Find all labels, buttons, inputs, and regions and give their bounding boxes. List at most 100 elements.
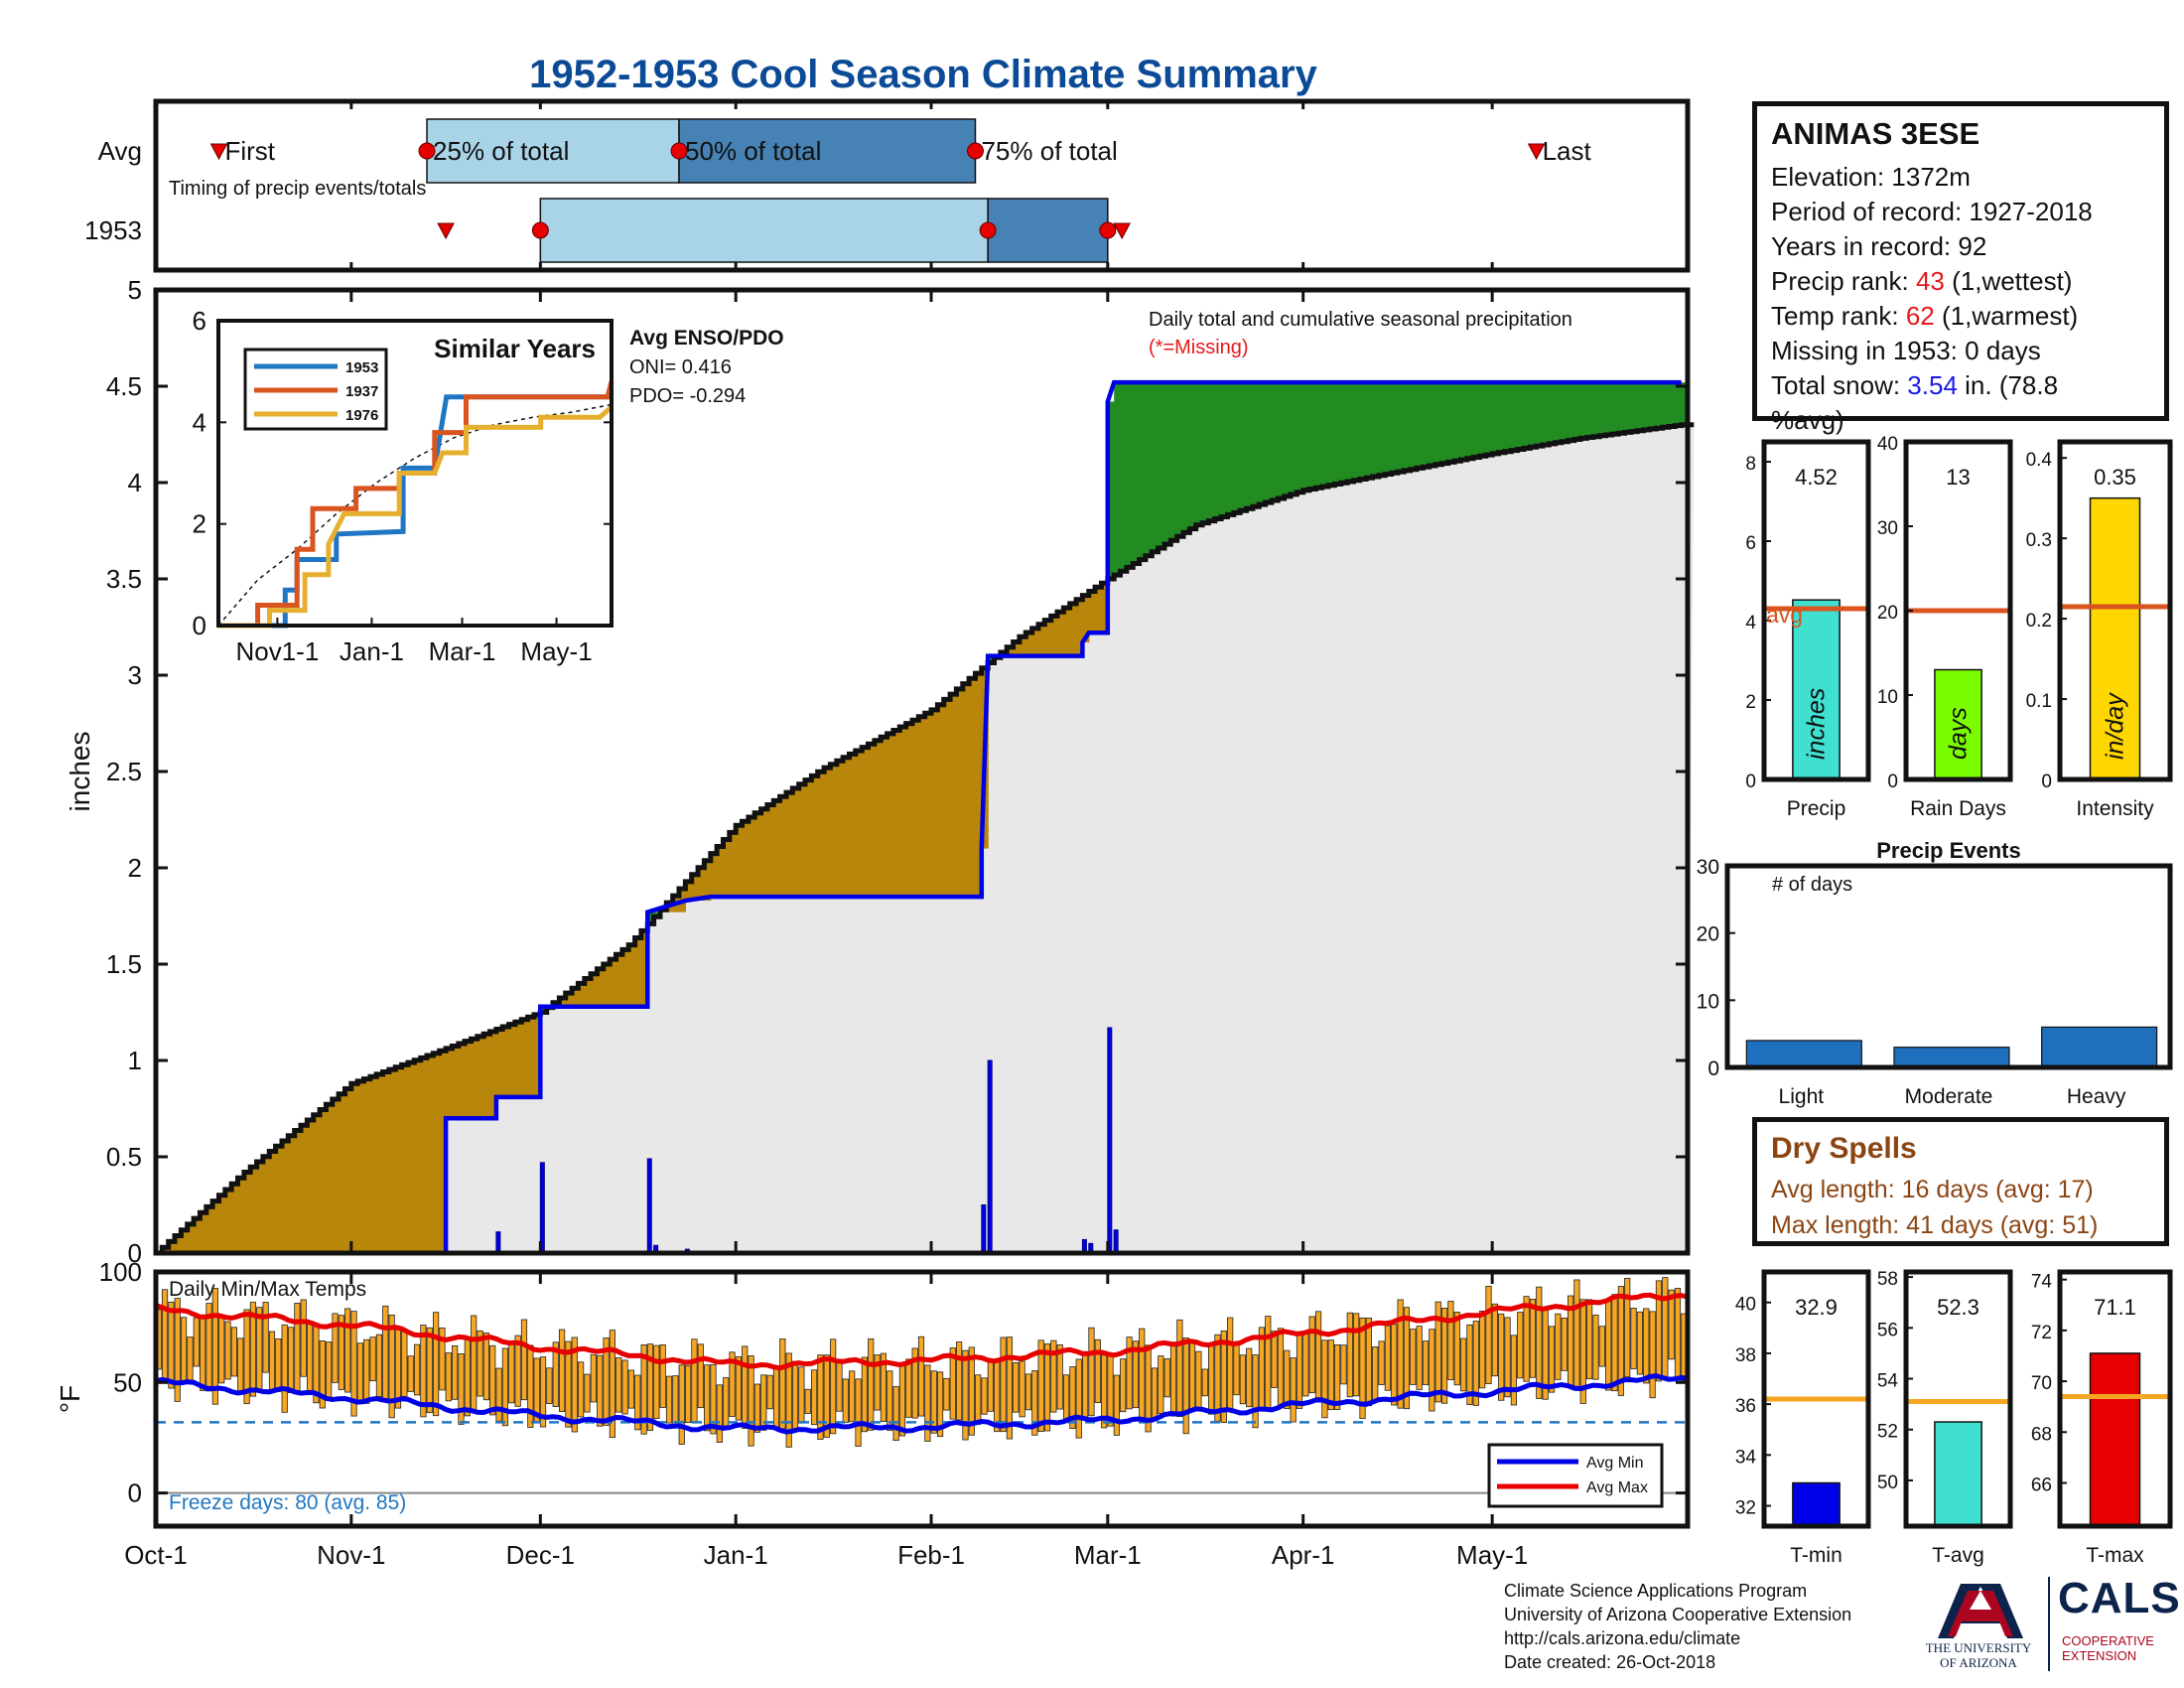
events-category-label: Moderate: [1905, 1085, 1993, 1108]
temps-daily-bar: [836, 1360, 843, 1412]
temps-daily-bar: [584, 1373, 591, 1413]
freeze-days-text: Freeze days: 80 (avg. 85): [169, 1491, 406, 1514]
temps-daily-bar: [464, 1338, 471, 1417]
timing-1953-q25-marker: [531, 221, 549, 239]
temps-daily-bar: [495, 1367, 502, 1422]
timing-avg-first-marker: [209, 143, 228, 161]
precip-1953-cumulative-line: [156, 379, 1682, 1256]
stat-y-tick-label: 38: [1735, 1345, 1756, 1366]
timing-label-q50: 50% of total: [685, 136, 821, 166]
temps-daily-bar: [1579, 1299, 1586, 1404]
stat-value-label: 4.52: [1795, 465, 1838, 490]
temps-daily-bar: [1284, 1349, 1291, 1409]
temps-daily-bar: [482, 1333, 489, 1401]
stat-frame: [1761, 1269, 1871, 1529]
temps-daily-bar: [1082, 1354, 1089, 1418]
temps-daily-bar: [1447, 1301, 1454, 1380]
stat-value-label: 0.35: [2094, 465, 2136, 490]
temps-daily-bar: [300, 1299, 307, 1377]
stat-bar-rain-days: [1934, 668, 1982, 780]
temps-daily-bar: [1416, 1326, 1423, 1390]
events-title: Precip Events: [1876, 838, 2021, 863]
timing-frame: [153, 98, 1691, 273]
temps-daily-bar: [1498, 1313, 1505, 1401]
temps-daily-bar: [1460, 1337, 1467, 1392]
temps-daily-bar: [968, 1346, 975, 1436]
temps-daily-bar: [842, 1378, 849, 1423]
stat-bar-precip: [1792, 599, 1841, 780]
coop-line-2: EXTENSION: [2062, 1648, 2137, 1663]
temps-daily-bar: [375, 1334, 383, 1397]
precip-deficit-area: [162, 583, 1109, 1253]
stat-y-tick-label: 56: [1877, 1320, 1898, 1340]
x-axis-month-label: Feb-1: [897, 1540, 965, 1570]
precip-y-tick-label: 0: [128, 1238, 142, 1268]
station-missing: Missing in 1953: 0 days: [1771, 336, 2041, 365]
temps-avg-max-line: [155, 1292, 1689, 1371]
temps-daily-bar: [1586, 1299, 1593, 1380]
stat-frame: [1761, 439, 1871, 782]
temps-daily-bar: [1346, 1312, 1353, 1398]
precip-rank-value: 43: [1915, 266, 1945, 296]
temps-daily-bar: [1617, 1286, 1624, 1396]
enso-oni: ONI= 0.416: [629, 356, 732, 378]
precip-missing-note: (*=Missing): [1149, 337, 1249, 358]
timing-label-q75: 75% of total: [981, 136, 1117, 166]
temps-daily-bar: [691, 1338, 698, 1424]
precip-events-panel: Light Moderate Heavy 0 10 20 30 Precip Events # …: [1697, 838, 2173, 1108]
stat-y-tick-label: 0.2: [2026, 611, 2052, 632]
temps-daily-bar: [1043, 1342, 1051, 1432]
temps-daily-bar: [874, 1354, 881, 1411]
temps-daily-bar: [653, 1344, 660, 1419]
temps-daily-bar: [1182, 1337, 1189, 1435]
temps-daily-bar: [1031, 1370, 1038, 1436]
stat-y-tick-label: 0: [1887, 772, 1898, 792]
temps-daily-bar: [924, 1364, 931, 1442]
temps-daily-bar: [665, 1375, 673, 1424]
temps-daily-bar: [766, 1374, 773, 1410]
temps-daily-bar: [1050, 1339, 1057, 1413]
timing-1953-bar-q50-q75: [987, 198, 1109, 263]
temps-daily-bar: [1504, 1317, 1511, 1398]
temps-daily-bar: [514, 1335, 521, 1407]
temps-daily-bar: [1466, 1324, 1473, 1405]
dry-avg-length: Avg length: 16 days (avg: 17): [1771, 1176, 2094, 1203]
temps-daily-bar: [306, 1323, 314, 1394]
temps-daily-bar: [420, 1325, 427, 1418]
temps-panel: 0 50 100 Oct-1 Nov-1 Dec-1 Jan-1 Feb-1 Mar-1 Apr-…: [55, 1257, 1691, 1570]
station-info-box: ANIMAS 3ESE Elevation: 1372m Period of r…: [1752, 101, 2169, 435]
temps-daily-bar: [1334, 1343, 1341, 1410]
temps-daily-bar: [363, 1338, 370, 1404]
x-axis-month-label: Dec-1: [506, 1540, 575, 1570]
temps-daily-bar: [578, 1361, 585, 1418]
dry-spells-title: Dry Spells: [1771, 1132, 1917, 1165]
temps-daily-bar: [1265, 1316, 1272, 1410]
similar-legend-label-1953: 1953: [345, 359, 378, 376]
temps-daily-bar: [659, 1343, 666, 1408]
temps-daily-bar: [1188, 1340, 1196, 1411]
x-axis-month-label: Mar-1: [1074, 1540, 1142, 1570]
temps-daily-bar: [1624, 1277, 1631, 1378]
precip-daily-bar: [987, 1059, 993, 1254]
precip-surplus-area: [540, 382, 1689, 1013]
similar-x-tick-label: Nov1-1: [235, 636, 319, 666]
temps-daily-bar: [1239, 1354, 1246, 1405]
temps-daily-bar: [949, 1347, 956, 1420]
temps-daily-bar: [1510, 1335, 1518, 1406]
temps-daily-bar: [723, 1377, 730, 1427]
temps-daily-bar: [1246, 1347, 1253, 1408]
temps-daily-bar: [785, 1352, 792, 1448]
precip-y-tick-label: 1.5: [106, 949, 142, 979]
timing-1953-q75-marker: [1099, 221, 1117, 239]
temps-daily-bar: [275, 1337, 282, 1392]
stat-bar-t-min: [1792, 1481, 1841, 1527]
temps-daily-bar: [887, 1370, 893, 1431]
similar-legend-label-1937: 1937: [345, 383, 378, 400]
temps-daily-bar: [830, 1338, 837, 1435]
temps-daily-bar: [1391, 1324, 1398, 1406]
temps-daily-bar: [388, 1314, 395, 1419]
stat-frame: [2057, 1269, 2173, 1529]
temps-daily-bar: [1176, 1319, 1183, 1418]
temps-daily-bar: [760, 1374, 767, 1431]
temps-daily-bar: [1365, 1318, 1372, 1407]
